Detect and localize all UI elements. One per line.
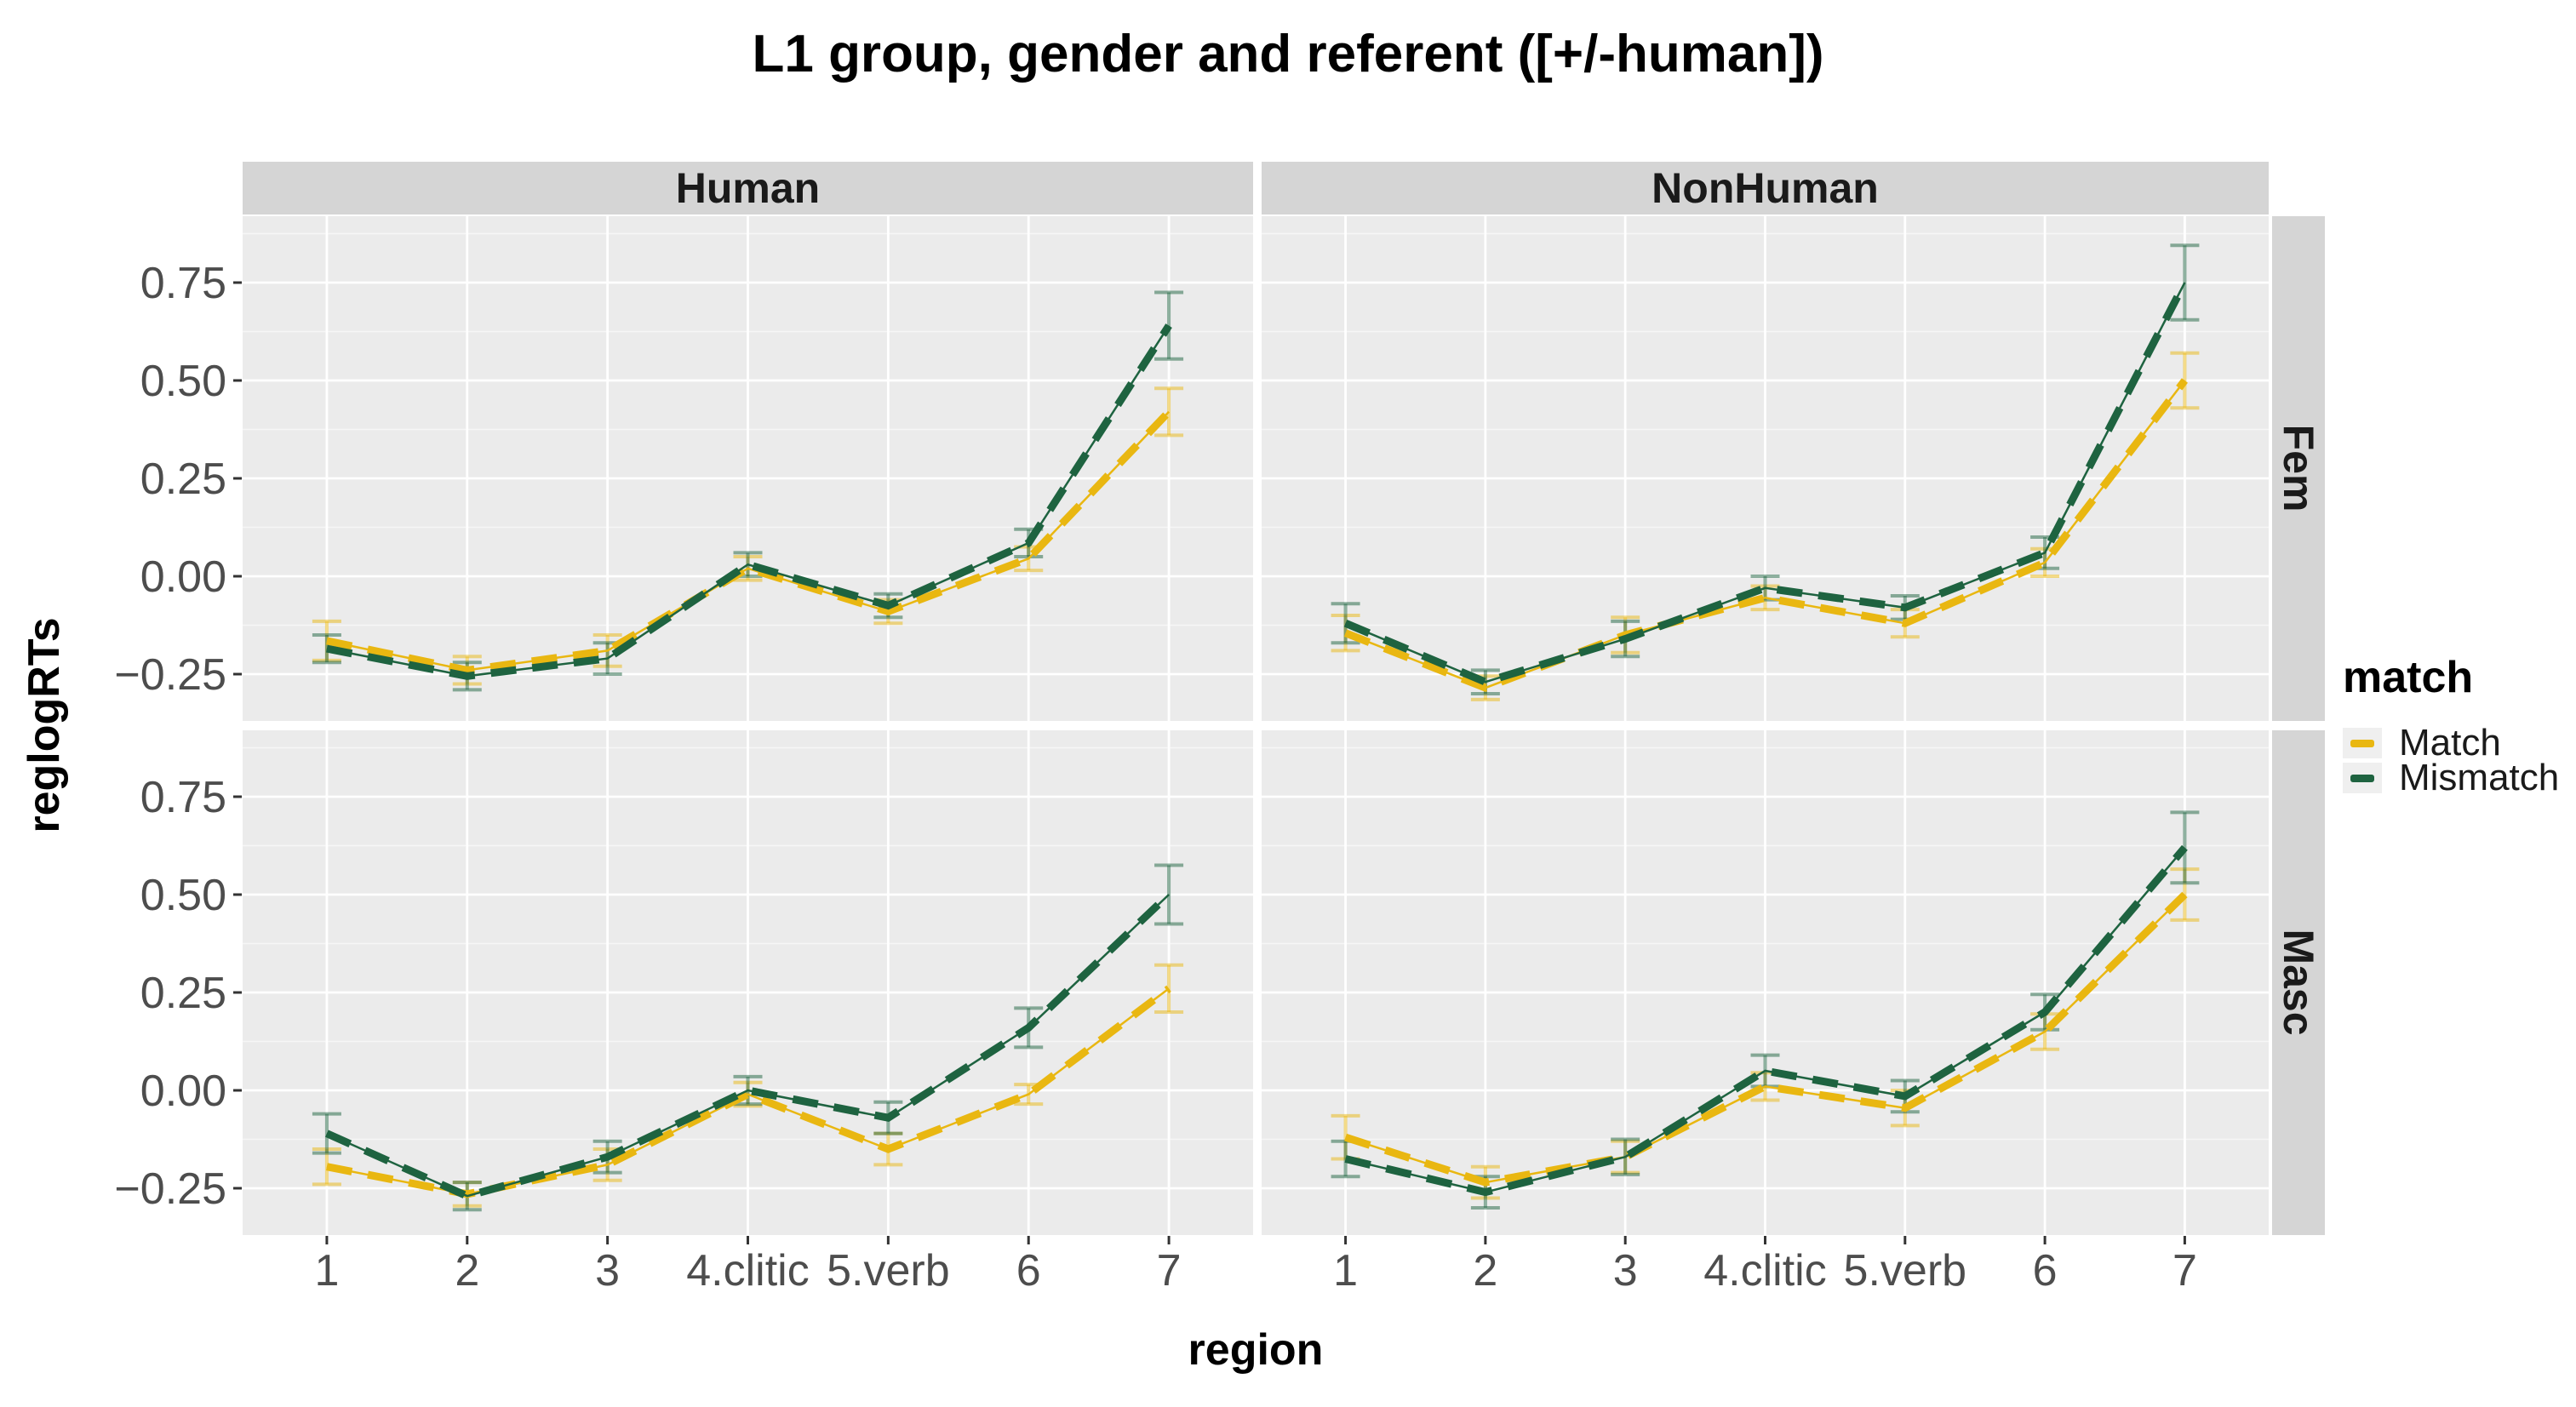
x-tick-label: 2	[1473, 1246, 1497, 1295]
series-line-dashed-match	[325, 409, 1172, 674]
y-tick-label: −0.25	[114, 1164, 226, 1214]
series-line-dashed-mismatch	[325, 891, 1172, 1200]
x-tick-label: 6	[2033, 1246, 2058, 1295]
legend-title: match	[2343, 653, 2474, 702]
y-tick-label: 0.50	[140, 357, 226, 406]
y-tick-label: 0.00	[140, 1067, 226, 1116]
facet-strip-masc: Masc	[2275, 929, 2322, 1036]
series-line-dashed-match	[326, 985, 1171, 1198]
y-axis-title: reglogRTs	[20, 617, 69, 833]
mismatch-line-icon	[2350, 774, 2374, 782]
legend: match Match Mismatch	[2343, 652, 2559, 798]
legend-entry-mismatch: Mismatch	[2343, 757, 2559, 798]
x-tick-label: 6	[1016, 1246, 1041, 1295]
x-tick-label: 1	[1333, 1246, 1358, 1295]
x-tick-label: 3	[595, 1246, 620, 1295]
legend-key-mismatch	[2343, 763, 2382, 793]
series-line-dashed-match	[1344, 891, 2188, 1187]
x-tick-label: 4.clitic	[1703, 1246, 1826, 1295]
x-tick-label: 4.clitic	[686, 1246, 809, 1295]
plot-title: L1 group, gender and referent ([+/-human…	[752, 25, 1824, 83]
x-tick-label: 5.verb	[827, 1246, 950, 1295]
series-line-solid-mismatch	[1345, 282, 2186, 683]
x-tick-label: 2	[455, 1246, 479, 1295]
series-line-dashed-match	[1343, 378, 2188, 692]
column-strip	[1262, 162, 2269, 214]
row-strip	[2272, 730, 2325, 1235]
x-tick-label: 5.verb	[1844, 1246, 1967, 1295]
legend-label-mismatch: Mismatch	[2399, 757, 2560, 798]
y-tick-label: 0.75	[140, 773, 226, 822]
legend-label-match: Match	[2399, 722, 2501, 764]
legend-entry-match: Match	[2343, 722, 2559, 764]
y-tick-label: 0.50	[140, 871, 226, 920]
column-strip	[243, 162, 1253, 214]
match-line-icon	[2350, 739, 2374, 747]
y-tick-label: −0.25	[114, 650, 226, 700]
row-strip	[2272, 216, 2325, 721]
x-tick-label: 7	[1157, 1246, 1182, 1295]
y-tick-label: 0.00	[140, 552, 226, 602]
x-tick-label: 7	[2172, 1246, 2197, 1295]
series-line-dashed-mismatch	[326, 323, 1172, 680]
x-tick-label: 3	[1613, 1246, 1638, 1295]
x-axis-title: region	[1188, 1325, 1324, 1375]
y-tick-label: 0.75	[140, 259, 226, 308]
facet-strip-human: Human	[675, 164, 821, 212]
x-tick-label: 1	[314, 1246, 339, 1295]
y-tick-label: 0.25	[140, 455, 226, 504]
series-line-dashed-mismatch	[1344, 844, 2188, 1197]
y-tick-label: 0.25	[140, 969, 226, 1018]
legend-key-match	[2343, 728, 2382, 758]
facet-strip-nonhuman: NonHuman	[1652, 164, 1879, 212]
facet-strip-fem: Fem	[2275, 424, 2322, 512]
